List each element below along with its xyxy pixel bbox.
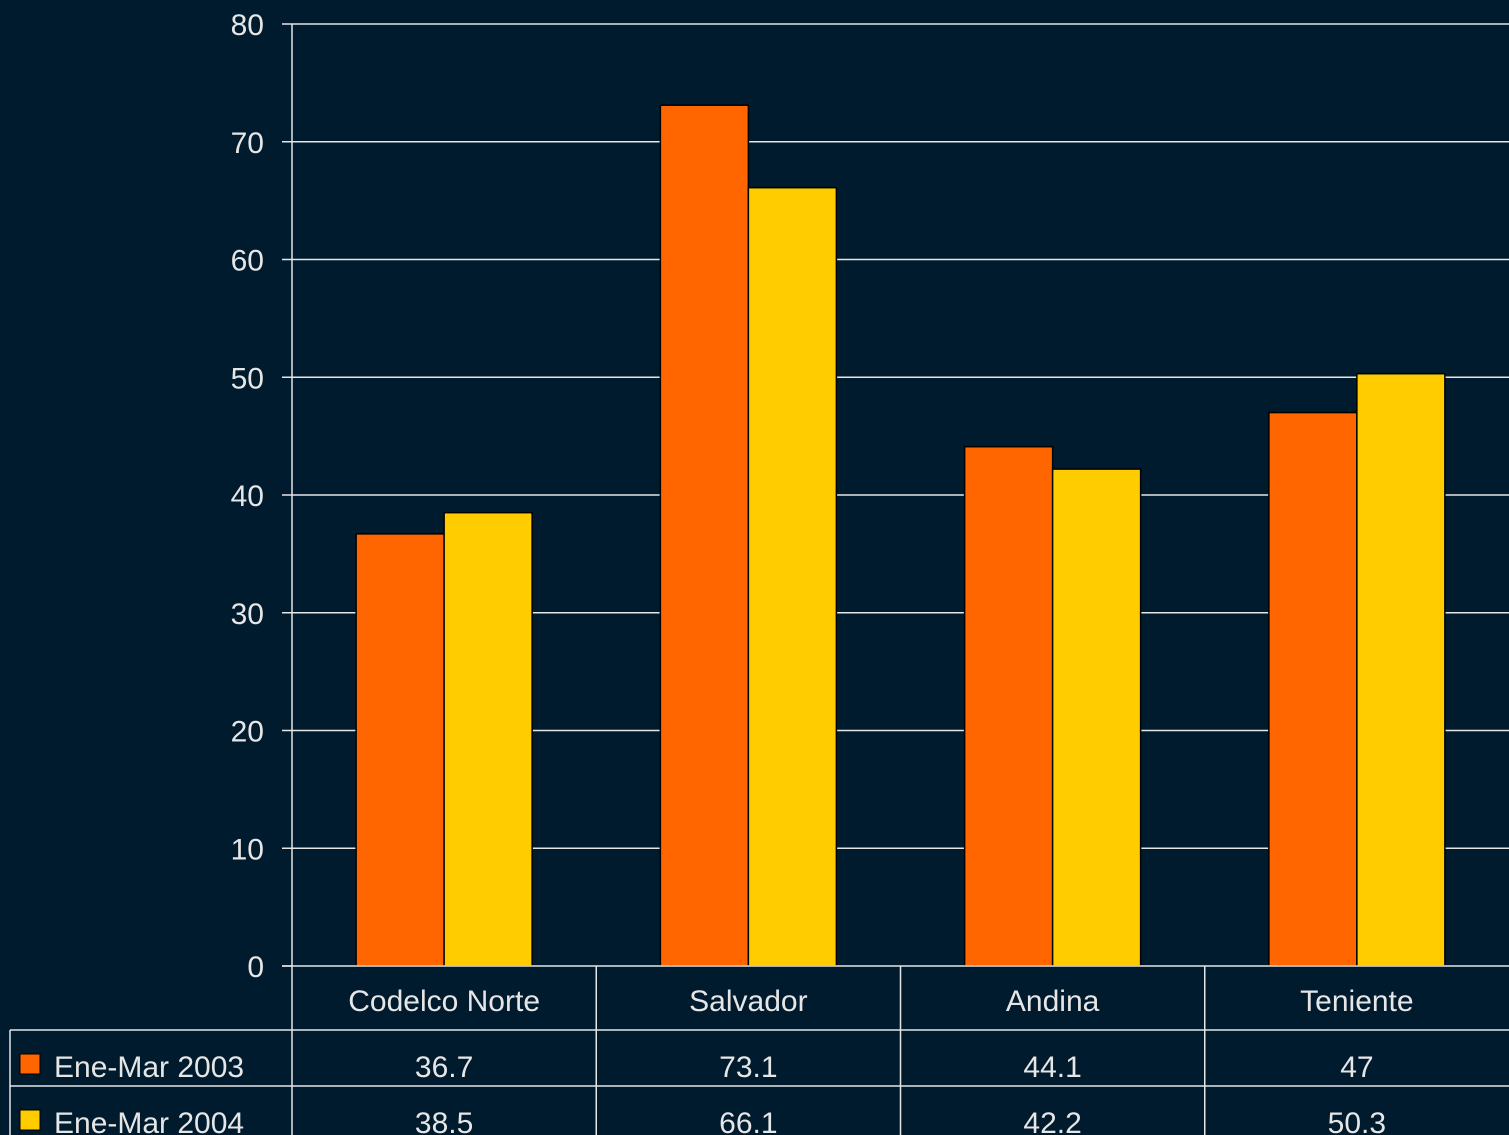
category-label: Codelco Norte bbox=[348, 985, 540, 1018]
legend-swatch bbox=[19, 1109, 41, 1131]
category-label: Andina bbox=[1006, 985, 1100, 1018]
bar-teniente-1 bbox=[1268, 411, 1358, 967]
axes: 0 10 20 30 40 50 60 70 80 bbox=[231, 9, 1509, 1135]
category-label: Salvador bbox=[689, 985, 807, 1018]
bar-codelco-norte-1 bbox=[355, 533, 445, 967]
bar-teniente-2 bbox=[1356, 372, 1446, 967]
table-value: 73.1 bbox=[719, 1051, 777, 1084]
legend-swatch bbox=[19, 1053, 41, 1075]
y-tick-label: 40 bbox=[231, 480, 264, 513]
legend-series-name: Ene-Mar 2003 bbox=[54, 1051, 244, 1084]
y-tick-label: 20 bbox=[231, 716, 264, 749]
bar-salvador-2 bbox=[747, 186, 838, 967]
y-tick-label: 70 bbox=[231, 127, 264, 160]
category-label: Teniente bbox=[1300, 985, 1413, 1018]
table-value: 38.5 bbox=[415, 1107, 473, 1135]
legend-series-name: Ene-Mar 2004 bbox=[54, 1107, 244, 1135]
bar-andina-1 bbox=[963, 445, 1054, 967]
table-value: 42.2 bbox=[1023, 1107, 1081, 1135]
y-tick-label: 0 bbox=[247, 951, 264, 984]
y-tick-label: 30 bbox=[231, 598, 264, 631]
y-tick-label: 10 bbox=[231, 833, 264, 866]
data-table: Codelco Norte Salvador Andina Teniente Ene-M… bbox=[9, 966, 1509, 1135]
y-tick-label: 60 bbox=[231, 245, 264, 278]
table-value: 66.1 bbox=[719, 1107, 777, 1135]
y-tick-label: 80 bbox=[231, 9, 264, 42]
bar-andina-2 bbox=[1051, 468, 1142, 967]
table-value: 36.7 bbox=[415, 1051, 473, 1084]
table-value: 47 bbox=[1340, 1051, 1373, 1084]
bar-codelco-norte-2 bbox=[443, 511, 533, 967]
bars bbox=[355, 104, 1446, 967]
y-tick-label: 50 bbox=[231, 362, 264, 395]
table-value: 50.3 bbox=[1328, 1107, 1386, 1135]
table-value: 44.1 bbox=[1023, 1051, 1081, 1084]
bar-salvador-1 bbox=[659, 104, 750, 967]
